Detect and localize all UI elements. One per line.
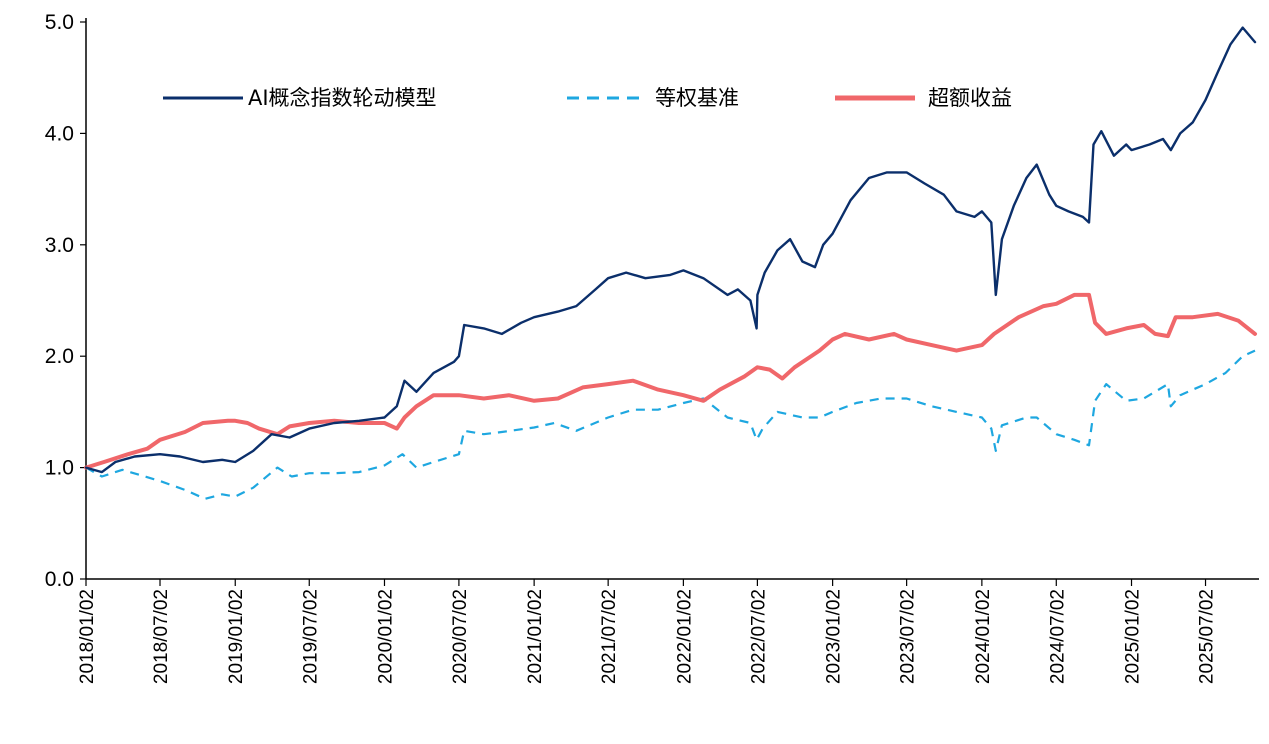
x-tick-label: 2023/07/02 <box>898 589 919 684</box>
x-tick-label: 2025/07/02 <box>1197 589 1218 684</box>
series-lines <box>84 26 1257 500</box>
y-tick-label: 3.0 <box>45 234 74 257</box>
series-line-benchmark <box>85 349 1256 500</box>
x-tick-label: 2024/07/02 <box>1047 589 1068 684</box>
legend: AI概念指数轮动模型 等权基准 超额收益 <box>163 86 1012 110</box>
legend-label-benchmark: 等权基准 <box>655 86 739 110</box>
x-tick-label: 2020/01/02 <box>375 589 396 684</box>
x-tick-label: 2018/01/02 <box>77 589 98 684</box>
y-tick-label: 5.0 <box>45 11 74 34</box>
series-line-model <box>84 26 1257 474</box>
x-tick-label: 2021/01/02 <box>525 589 546 684</box>
y-tick-label: 0.0 <box>45 568 74 591</box>
y-tick-label: 4.0 <box>45 122 74 145</box>
x-tick-label: 2019/07/02 <box>300 589 321 684</box>
x-tick-label: 2020/07/02 <box>450 589 471 684</box>
y-tick-label: 1.0 <box>45 457 74 480</box>
x-tick-label: 2021/07/02 <box>599 589 620 684</box>
axes: 0.0 1.0 2.0 3.0 4.0 5.0 2018/01/02 2018/07/02 20… <box>45 11 1259 684</box>
legend-label-excess: 超额收益 <box>928 86 1012 110</box>
x-tick-label: 2019/01/02 <box>226 589 247 684</box>
x-tick-label: 2022/01/02 <box>674 589 695 684</box>
x-tick-label: 2024/01/02 <box>973 589 994 684</box>
y-tick-label: 2.0 <box>45 345 74 368</box>
series-line-excess <box>84 292 1257 470</box>
x-tick-label: 2025/01/02 <box>1123 589 1144 684</box>
x-tick-label: 2023/01/02 <box>824 589 845 684</box>
legend-label-model: AI概念指数轮动模型 <box>248 86 437 110</box>
x-tick-label: 2022/07/02 <box>748 589 769 684</box>
x-tick-label: 2018/07/02 <box>151 589 172 684</box>
